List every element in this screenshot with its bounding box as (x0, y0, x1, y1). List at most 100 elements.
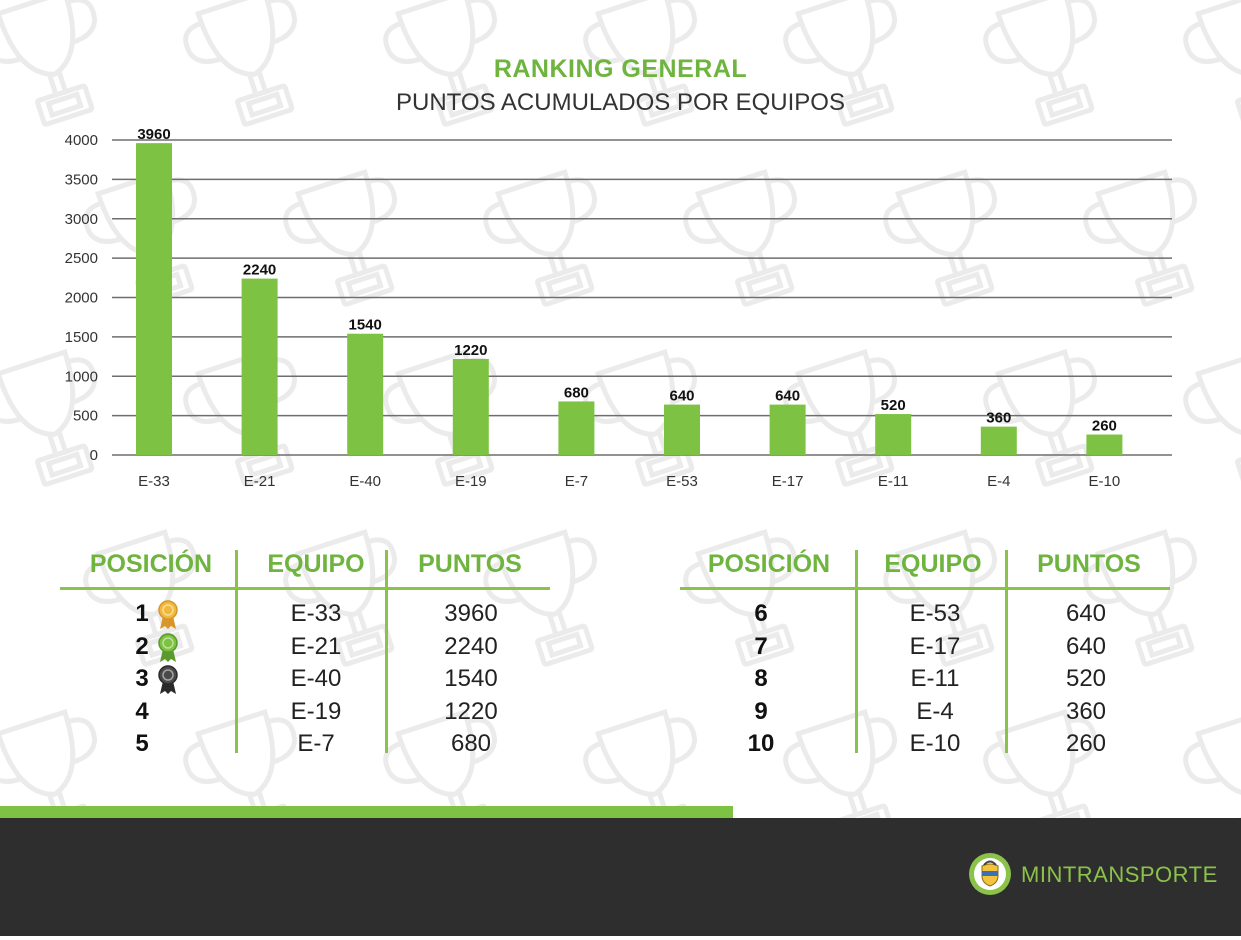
rank-position: 4 (135, 697, 149, 725)
chart-subtitle: PUNTOS ACUMULADOS POR EQUIPOS (396, 89, 845, 116)
coat-of-arms-logo-icon (969, 853, 1011, 895)
table-row: 2 E-21 2240 (60, 633, 550, 665)
table-row: 6 E-53 640 (680, 600, 1170, 632)
bar (769, 404, 806, 455)
rank-position: 2 (135, 632, 149, 660)
y-tick-label: 2500 (65, 250, 98, 267)
column-divider (1005, 550, 1008, 753)
header-team: EQUIPO (267, 550, 365, 578)
team-points: 1540 (444, 665, 498, 692)
team-name: E-4 (916, 697, 954, 725)
y-tick-label: 1500 (65, 329, 98, 346)
y-tick-label: 3500 (65, 171, 98, 188)
x-tick-label: E-4 (987, 473, 1010, 490)
rank-position: 10 (747, 730, 775, 757)
team-points: 520 (1065, 665, 1107, 692)
column-divider (855, 550, 858, 753)
bar (664, 404, 700, 455)
team-points: 1220 (444, 697, 498, 725)
x-tick-label: E-40 (349, 473, 381, 490)
team-name: E-10 (909, 730, 961, 757)
table-row: 9 E-4 360 (680, 698, 1170, 730)
x-tick-label: E-21 (244, 473, 276, 490)
x-tick-label: E-10 (1089, 473, 1121, 490)
x-tick-label: E-17 (772, 473, 804, 490)
table-row: 10 E-10 260 (680, 730, 1170, 762)
data-label: 680 (564, 384, 589, 401)
data-label: 640 (775, 388, 800, 405)
header-divider (60, 587, 550, 590)
data-label: 360 (986, 410, 1011, 427)
team-points: 360 (1065, 697, 1107, 725)
brand-name: MINTRANSPORTE (1021, 862, 1218, 887)
data-label: 3960 (137, 126, 170, 143)
rank-position: 3 (135, 665, 149, 692)
rank-position: 9 (754, 697, 768, 725)
team-name: E-40 (290, 665, 342, 692)
chart-title: RANKING GENERAL (493, 55, 748, 83)
bar (241, 278, 278, 455)
gold-medal-icon (158, 600, 178, 629)
header-points: PUNTOS (1037, 550, 1141, 578)
y-tick-label: 1000 (65, 368, 98, 385)
header-position: POSICIÓN (89, 550, 213, 578)
data-label: 1540 (349, 317, 382, 334)
green-medal-icon (158, 632, 178, 662)
column-divider (385, 550, 388, 753)
bar (558, 401, 595, 455)
header-team: EQUIPO (884, 550, 982, 578)
header-position: POSICIÓN (707, 550, 831, 578)
team-name: E-53 (909, 600, 961, 627)
team-name: E-19 (290, 697, 342, 725)
y-tick-label: 0 (90, 447, 98, 464)
rank-position: 5 (135, 730, 149, 757)
bar (1086, 434, 1123, 455)
team-points: 640 (1065, 632, 1107, 660)
team-points: 640 (1065, 600, 1107, 627)
table-row: 3 E-40 1540 (60, 665, 550, 697)
data-label: 1220 (454, 342, 487, 359)
bar (980, 426, 1017, 455)
team-name: E-33 (290, 600, 342, 627)
team-name: E-17 (909, 632, 961, 660)
team-name: E-21 (290, 632, 342, 660)
data-label: 640 (669, 388, 694, 405)
y-tick-label: 3000 (65, 211, 98, 228)
header-divider (680, 587, 1170, 590)
rank-position: 1 (135, 600, 149, 627)
team-points: 2240 (444, 632, 498, 660)
bar (875, 414, 912, 455)
table-row: 5 E-7 680 (60, 730, 550, 762)
data-label: 520 (881, 397, 906, 414)
data-label: 260 (1092, 418, 1117, 435)
bar (452, 358, 489, 455)
data-label: 2240 (243, 262, 276, 279)
ranking-table-right: POSICIÓN EQUIPO PUNTOS 6 E-53 640 7 E-17 640 8… (680, 545, 1170, 760)
header-points: PUNTOS (418, 550, 522, 578)
team-name: E-11 (910, 665, 960, 692)
x-tick-label: E-53 (666, 473, 698, 490)
bar-chart: 0 500 1000 1500 2000 2500 3000 3500 4000 3960 E-33… (65, 126, 1172, 490)
x-tick-label: E-11 (878, 473, 909, 490)
y-tick-label: 4000 (65, 132, 98, 149)
ranking-table-left: POSICIÓN EQUIPO PUNTOS 1 E-33 3960 2 E-21 224… (60, 545, 550, 760)
bar (136, 143, 172, 455)
table-row: 7 E-17 640 (680, 633, 1170, 665)
x-tick-label: E-19 (455, 473, 487, 490)
table-row: 4 E-19 1220 (60, 698, 550, 730)
dark-medal-icon (158, 665, 178, 694)
team-points: 260 (1065, 730, 1107, 757)
rank-position: 6 (754, 600, 768, 627)
footer-bar (0, 818, 1241, 940)
column-divider (235, 550, 238, 753)
x-tick-label: E-7 (565, 473, 588, 490)
table-row: 1 E-33 3960 (60, 600, 550, 632)
y-tick-label: 2000 (65, 290, 98, 307)
team-points: 680 (450, 730, 492, 757)
table-row: 8 E-11 520 (680, 665, 1170, 697)
rank-position: 8 (754, 665, 768, 692)
team-name: E-7 (297, 730, 335, 757)
y-tick-label: 500 (73, 408, 98, 425)
rank-position: 7 (754, 632, 768, 660)
